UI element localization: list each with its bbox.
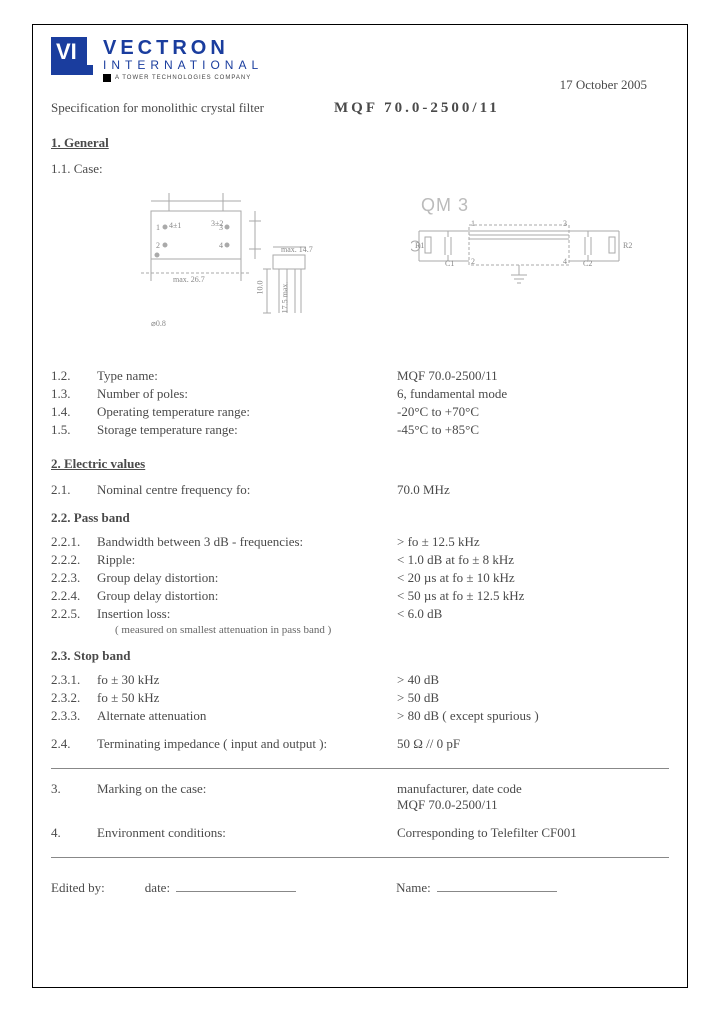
pin-1: 1 [156, 223, 160, 232]
brand-sub: INTERNATIONAL [103, 58, 263, 72]
row-storage-temp: 1.5. Storage temperature range: -45°C to… [51, 422, 669, 438]
pin-4: 4 [219, 241, 223, 250]
schem-pin-1: 1 [471, 219, 475, 228]
logo-icon: VI [51, 37, 93, 75]
footer: Edited by: date: Name: [51, 880, 669, 896]
pin-3: 3 [219, 223, 223, 232]
brand-text: VECTRON INTERNATIONAL A TOWER TECHNOLOGI… [103, 37, 263, 82]
row-environment: 4. Environment conditions: Corresponding… [51, 825, 669, 841]
title-row: Specification for monolithic crystal fil… [51, 100, 669, 117]
dim-width: max. 26.7 [173, 275, 205, 284]
logo-letters: VI [56, 39, 77, 65]
divider [51, 768, 669, 769]
header: VI VECTRON INTERNATIONAL A TOWER TECHNOL… [51, 37, 669, 82]
diagrams: 4±1 3±2 1 2 3 4 max. 26.7 max. 14.7 10.0… [51, 183, 669, 358]
row-type-name: 1.2. Type name: MQF 70.0-2500/11 [51, 368, 669, 384]
brand-tagline: A TOWER TECHNOLOGIES COMPANY [103, 74, 263, 82]
schematic-icon [411, 213, 631, 293]
section-2-head: 2. Electric values [51, 456, 669, 472]
part-number: MQF 70.0-2500/11 [334, 100, 500, 117]
row-centre-freq: 2.1. Nominal centre frequency fo: 70.0 M… [51, 482, 669, 498]
divider-footer [51, 857, 669, 858]
row-ripple: 2.2.2. Ripple: < 1.0 dB at fo ± 8 kHz [51, 552, 669, 568]
stopband-head: 2.3. Stop band [51, 648, 669, 664]
footer-edited: Edited by: [51, 880, 105, 896]
pin-2: 2 [156, 241, 160, 250]
label-c2: C2 [583, 259, 592, 268]
section-1-head: 1. General [51, 135, 669, 151]
passband-head: 2.2. Pass band [51, 510, 669, 526]
dim-height: max. 14.7 [281, 245, 313, 254]
schem-pin-4: 4 [563, 257, 567, 266]
row-gdd-2: 2.2.4. Group delay distortion: < 50 µs a… [51, 588, 669, 604]
schem-pin-2: 2 [471, 257, 475, 266]
row-sb-alt: 2.3.3. Alternate attenuation > 80 dB ( e… [51, 708, 669, 724]
dim-pin: ⌀0.8 [151, 319, 166, 328]
row-insertion-loss: 2.2.5. Insertion loss: < 6.0 dB [51, 606, 669, 622]
schem-pin-3: 3 [563, 219, 567, 228]
row-pb-note: ( measured on smallest attenuation in pa… [51, 624, 669, 636]
row-sb-50: 2.3.2. fo ± 50 kHz > 50 dB [51, 690, 669, 706]
label-r1: R1 [415, 241, 424, 250]
footer-date: date: [145, 880, 296, 896]
row-bandwidth: 2.2.1. Bandwidth between 3 dB - frequenc… [51, 534, 669, 550]
row-op-temp: 1.4. Operating temperature range: -20°C … [51, 404, 669, 420]
row-marking: 3. Marking on the case: manufacturer, da… [51, 781, 669, 813]
dim-lead: 10.0 [256, 281, 265, 295]
row-term-impedance: 2.4. Terminating impedance ( input and o… [51, 736, 669, 752]
case-label: 1.1. Case: [51, 161, 669, 177]
document-date: 17 October 2005 [560, 77, 647, 93]
row-sb-30: 2.3.1. fo ± 30 kHz > 40 dB [51, 672, 669, 688]
row-gdd-1: 2.2.3. Group delay distortion: < 20 µs a… [51, 570, 669, 586]
footer-name: Name: [396, 880, 557, 896]
label-r2: R2 [623, 241, 632, 250]
dim-leadmax: 17.5 max. [280, 282, 289, 314]
row-num-poles: 1.3. Number of poles: 6, fundamental mod… [51, 386, 669, 402]
spec-title: Specification for monolithic crystal fil… [51, 100, 264, 116]
brand-name: VECTRON [103, 37, 263, 60]
label-c1: C1 [445, 259, 454, 268]
square-icon [103, 74, 111, 82]
package-outline-icon [121, 183, 311, 358]
dim-top: 4±1 [169, 221, 181, 230]
